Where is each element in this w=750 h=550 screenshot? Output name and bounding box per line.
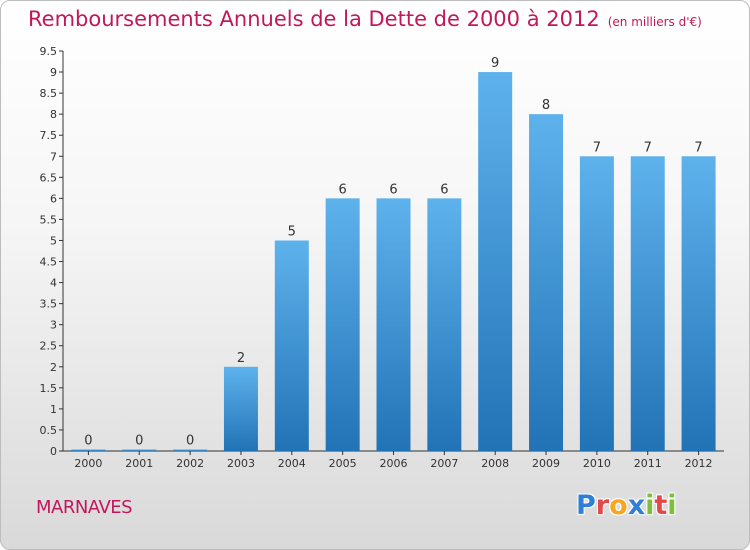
bar-value-label: 7 [593,140,601,155]
y-tick-label: 2 [50,361,57,374]
bar-value-label: 0 [186,434,194,449]
y-tick-label: 0 [50,445,57,458]
x-tick-label: 2010 [583,457,611,470]
chart-bars [71,72,716,451]
proxiti-logo: Proxiti [576,490,677,521]
bar-value-label: 9 [491,56,499,71]
y-tick-label: 1 [50,403,57,416]
logo-letter: t [654,490,668,521]
x-tick-label: 2009 [532,457,560,470]
x-tick-label: 2000 [74,457,102,470]
bar-value-label: 6 [339,182,347,197]
y-tick-label: 3.5 [40,298,58,311]
chart-title: Remboursements Annuels de la Dette de 20… [28,7,702,31]
bar-value-label: 6 [440,182,448,197]
x-tick-label: 2012 [685,457,713,470]
bar-value-label: 5 [288,224,296,239]
bar [630,156,665,451]
bar [478,72,513,451]
bar-value-label: 0 [135,434,143,449]
y-tick-label: 7.5 [40,129,58,142]
y-tick-label: 7 [50,150,57,163]
y-tick-label: 6 [50,192,57,205]
bar [173,449,208,451]
x-tick-label: 2004 [278,457,306,470]
y-tick-label: 5 [50,234,57,247]
bar [71,449,106,451]
bar [325,198,360,451]
x-tick-label: 2007 [430,457,458,470]
bar-value-label: 8 [542,98,550,113]
y-tick-label: 8.5 [40,87,58,100]
chart-unit: (en milliers d'€) [607,15,702,29]
y-tick-label: 4 [50,277,57,290]
bar-value-label: 0 [84,434,92,449]
y-tick-label: 8 [50,108,57,121]
chart-title-text: Remboursements Annuels de la Dette de 20… [28,7,600,31]
bar-value-label: 6 [389,182,397,197]
logo-letter: i [667,490,677,521]
bar [122,449,157,451]
x-tick-label: 2003 [227,457,255,470]
chart-axes: 0 0.5 1 1.5 2 2.5 3 3.5 4 4.5 5 5.5 6 6.5 7 7.5 8 8.5 9 9.5 [40,45,724,458]
bar [529,114,564,451]
logo-letter: o [609,490,628,521]
commune-name: MARNAVES [36,497,133,518]
y-tick-label: 6.5 [40,171,58,184]
bar [681,156,716,451]
y-tick-label: 2.5 [40,340,58,353]
logo-letter: i [645,490,655,521]
bar-value-label: 7 [644,140,652,155]
y-tick-label: 9 [50,66,57,79]
logo-letter: r [595,490,610,521]
x-tick-label: 2011 [634,457,662,470]
bar [427,198,462,451]
y-tick-label: 0.5 [40,424,58,437]
bar [223,366,258,451]
bar [274,240,309,451]
y-tick-label: 9.5 [40,45,58,58]
logo-letter: x [627,490,646,521]
x-tick-label: 2005 [329,457,357,470]
x-tick-label: 2002 [176,457,204,470]
bar [579,156,614,451]
x-tick-label: 2006 [380,457,408,470]
bar-value-label: 2 [237,351,245,366]
y-tick-label: 4.5 [40,256,58,269]
x-tick-label: 2001 [125,457,153,470]
logo-letter: P [576,490,596,521]
bar [376,198,411,451]
y-tick-label: 3 [50,319,57,332]
y-tick-label: 1.5 [40,382,58,395]
chart-labels: 0 2000 0 2001 0 2002 2 2003 5 2004 6 2005 6 2006 6 2007… [74,56,712,470]
x-tick-label: 2008 [481,457,509,470]
y-tick-label: 5.5 [40,213,58,226]
bar-value-label: 7 [694,140,702,155]
